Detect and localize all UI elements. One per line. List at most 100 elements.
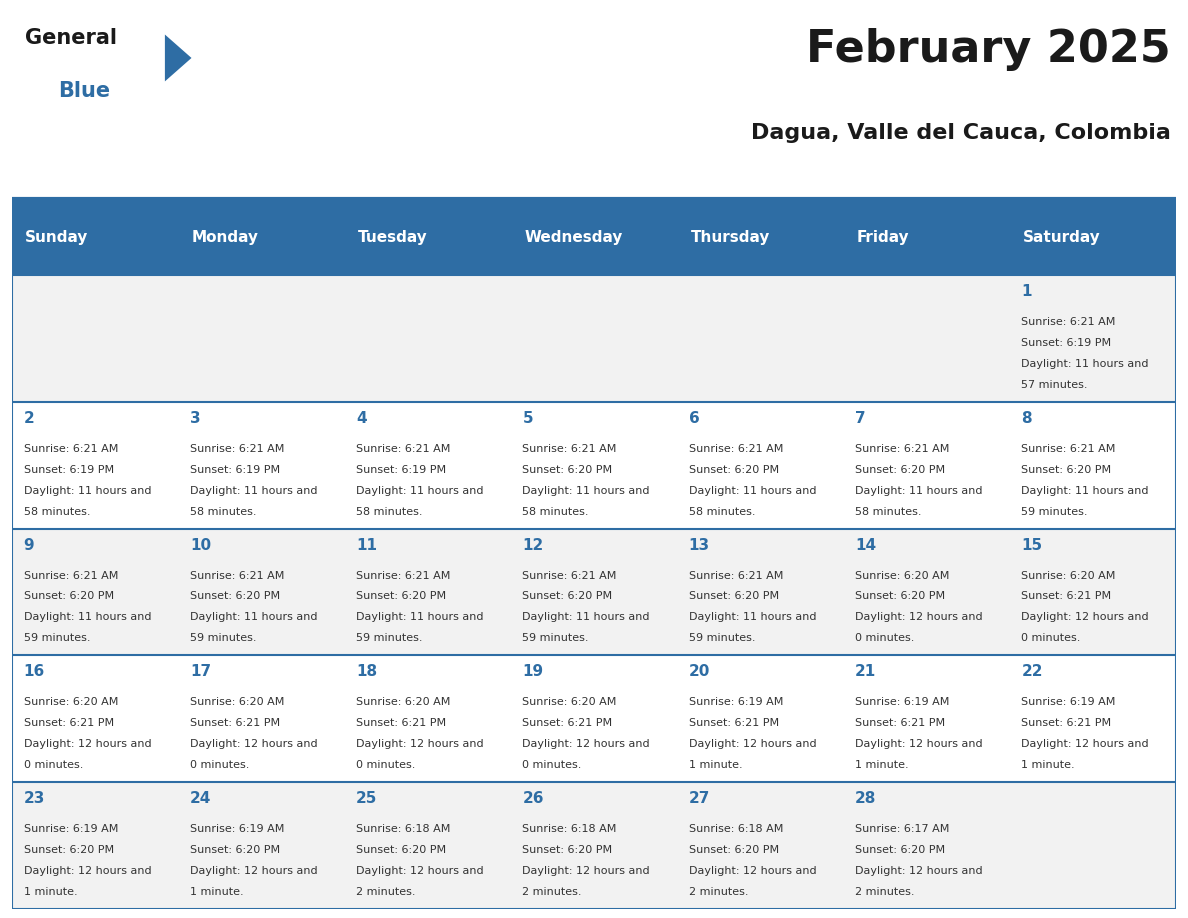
Text: Daylight: 12 hours and: Daylight: 12 hours and [24,739,151,749]
Text: Saturday: Saturday [1023,230,1101,245]
Text: Tuesday: Tuesday [358,230,428,245]
Text: Sunrise: 6:20 AM: Sunrise: 6:20 AM [24,697,118,707]
Text: 26: 26 [523,791,544,806]
Text: Sunset: 6:19 PM: Sunset: 6:19 PM [356,465,447,475]
Text: 9: 9 [24,538,34,553]
Text: 2 minutes.: 2 minutes. [689,887,748,897]
Text: Sunrise: 6:21 AM: Sunrise: 6:21 AM [689,443,783,453]
Text: 2: 2 [24,411,34,426]
Text: Sunrise: 6:19 AM: Sunrise: 6:19 AM [190,824,284,834]
Text: General: General [25,28,118,48]
Text: Daylight: 11 hours and: Daylight: 11 hours and [1022,359,1149,369]
Text: 3: 3 [190,411,201,426]
Bar [12,529,1176,655]
Text: Sunrise: 6:21 AM: Sunrise: 6:21 AM [855,443,949,453]
Text: Sunset: 6:20 PM: Sunset: 6:20 PM [523,591,613,601]
Text: 28: 28 [855,791,877,806]
Text: Sunrise: 6:19 AM: Sunrise: 6:19 AM [1022,697,1116,707]
Text: Daylight: 12 hours and: Daylight: 12 hours and [855,866,982,876]
Text: 57 minutes.: 57 minutes. [1022,380,1088,390]
Text: Daylight: 11 hours and: Daylight: 11 hours and [689,612,816,622]
Text: Daylight: 12 hours and: Daylight: 12 hours and [523,866,650,876]
Text: 59 minutes.: 59 minutes. [523,633,589,644]
Text: 15: 15 [1022,538,1043,553]
Text: 2 minutes.: 2 minutes. [356,887,416,897]
Text: Sunrise: 6:21 AM: Sunrise: 6:21 AM [523,570,617,580]
Text: 58 minutes.: 58 minutes. [24,507,90,517]
Text: Daylight: 12 hours and: Daylight: 12 hours and [190,866,317,876]
Text: Sunrise: 6:21 AM: Sunrise: 6:21 AM [356,570,450,580]
Text: 58 minutes.: 58 minutes. [855,507,922,517]
Text: 1 minute.: 1 minute. [689,760,742,770]
Text: 58 minutes.: 58 minutes. [190,507,257,517]
Text: 24: 24 [190,791,211,806]
Text: Thursday: Thursday [690,230,770,245]
Text: Sunrise: 6:20 AM: Sunrise: 6:20 AM [855,570,949,580]
Text: Sunrise: 6:21 AM: Sunrise: 6:21 AM [190,443,284,453]
Text: Sunrise: 6:21 AM: Sunrise: 6:21 AM [1022,443,1116,453]
Text: Sunrise: 6:20 AM: Sunrise: 6:20 AM [356,697,450,707]
Text: Sunset: 6:20 PM: Sunset: 6:20 PM [24,591,114,601]
Text: Daylight: 12 hours and: Daylight: 12 hours and [356,739,484,749]
Text: Sunrise: 6:19 AM: Sunrise: 6:19 AM [689,697,783,707]
Text: Sunset: 6:20 PM: Sunset: 6:20 PM [523,465,613,475]
Text: 1: 1 [1022,285,1032,299]
Text: 17: 17 [190,665,211,679]
Text: 10: 10 [190,538,211,553]
Bar [12,275,1176,402]
Text: Daylight: 12 hours and: Daylight: 12 hours and [523,739,650,749]
Text: Sunrise: 6:21 AM: Sunrise: 6:21 AM [1022,317,1116,327]
Text: 59 minutes.: 59 minutes. [190,633,257,644]
Text: Wednesday: Wednesday [524,230,623,245]
Text: 6: 6 [689,411,700,426]
Text: Daylight: 12 hours and: Daylight: 12 hours and [356,866,484,876]
Text: 2 minutes.: 2 minutes. [523,887,582,897]
Text: Sunrise: 6:18 AM: Sunrise: 6:18 AM [356,824,450,834]
Text: Daylight: 12 hours and: Daylight: 12 hours and [190,739,317,749]
Text: 13: 13 [689,538,710,553]
Text: 0 minutes.: 0 minutes. [356,760,416,770]
Text: Dagua, Valle del Cauca, Colombia: Dagua, Valle del Cauca, Colombia [751,123,1171,143]
Text: 7: 7 [855,411,866,426]
Text: 23: 23 [24,791,45,806]
Text: Daylight: 12 hours and: Daylight: 12 hours and [855,739,982,749]
Text: Sunset: 6:20 PM: Sunset: 6:20 PM [855,591,946,601]
Polygon shape [165,35,191,82]
Text: Daylight: 12 hours and: Daylight: 12 hours and [24,866,151,876]
Text: 59 minutes.: 59 minutes. [1022,507,1088,517]
Text: Sunrise: 6:21 AM: Sunrise: 6:21 AM [190,570,284,580]
Text: 59 minutes.: 59 minutes. [689,633,756,644]
Text: Friday: Friday [857,230,909,245]
Text: Daylight: 12 hours and: Daylight: 12 hours and [689,866,816,876]
Text: 22: 22 [1022,665,1043,679]
Text: Sunrise: 6:18 AM: Sunrise: 6:18 AM [523,824,617,834]
Text: 8: 8 [1022,411,1032,426]
Text: 4: 4 [356,411,367,426]
Bar [12,782,1176,909]
Text: Daylight: 11 hours and: Daylight: 11 hours and [190,486,317,496]
Text: Sunrise: 6:21 AM: Sunrise: 6:21 AM [689,570,783,580]
Text: 25: 25 [356,791,378,806]
Text: Sunset: 6:20 PM: Sunset: 6:20 PM [190,591,280,601]
Text: Sunset: 6:20 PM: Sunset: 6:20 PM [855,465,946,475]
Text: Sunset: 6:21 PM: Sunset: 6:21 PM [855,718,946,728]
Text: Sunrise: 6:19 AM: Sunrise: 6:19 AM [855,697,949,707]
Text: Sunset: 6:20 PM: Sunset: 6:20 PM [24,845,114,855]
Text: Daylight: 11 hours and: Daylight: 11 hours and [855,486,982,496]
Text: 58 minutes.: 58 minutes. [689,507,756,517]
Text: 0 minutes.: 0 minutes. [24,760,83,770]
Text: Sunset: 6:19 PM: Sunset: 6:19 PM [24,465,114,475]
Text: Sunrise: 6:19 AM: Sunrise: 6:19 AM [24,824,118,834]
Text: 0 minutes.: 0 minutes. [1022,633,1081,644]
Text: Daylight: 12 hours and: Daylight: 12 hours and [1022,739,1149,749]
Text: Sunset: 6:20 PM: Sunset: 6:20 PM [855,845,946,855]
Text: 1 minute.: 1 minute. [1022,760,1075,770]
Bar [12,402,1176,529]
Text: Sunset: 6:19 PM: Sunset: 6:19 PM [1022,338,1112,348]
Text: 0 minutes.: 0 minutes. [190,760,249,770]
Text: Sunrise: 6:21 AM: Sunrise: 6:21 AM [523,443,617,453]
Text: Sunset: 6:21 PM: Sunset: 6:21 PM [190,718,280,728]
Text: Sunset: 6:21 PM: Sunset: 6:21 PM [523,718,613,728]
Text: Sunset: 6:20 PM: Sunset: 6:20 PM [689,845,779,855]
Text: Daylight: 11 hours and: Daylight: 11 hours and [24,612,151,622]
